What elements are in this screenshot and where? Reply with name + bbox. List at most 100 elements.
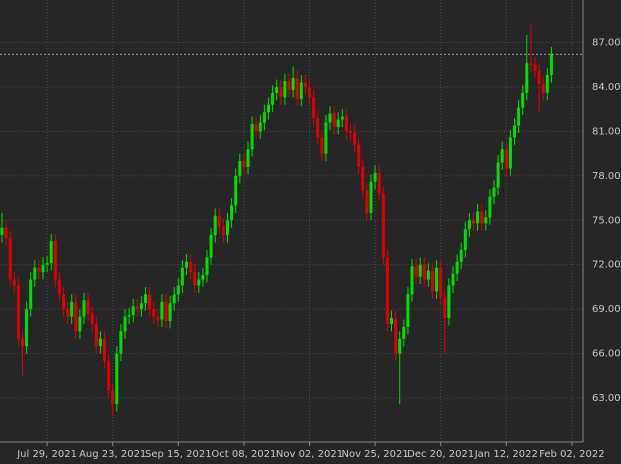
candle-body [431,270,434,292]
candle-body [279,86,283,98]
candle-body [517,107,521,126]
candle-body [242,161,246,167]
candle-body [111,390,115,404]
candle-body [221,226,225,236]
candle-body [541,84,545,93]
candle-body [312,97,316,119]
x-tick-label: Jul 29, 2021 [16,449,77,460]
candle-body [160,301,164,320]
candle-body [472,220,475,224]
candle-body [316,118,320,138]
candle-body [33,267,37,280]
candle-body [492,187,496,197]
candle-body [82,300,86,317]
candle-body [328,113,332,123]
y-tick-label: 87.00 [592,38,621,49]
candle-body [135,306,139,310]
candle-body [148,294,152,310]
candle-body [94,324,98,347]
y-tick-label: 72.00 [592,260,621,271]
candle-body [385,257,389,324]
candle-body [349,131,352,133]
y-tick-label: 78.00 [592,171,621,182]
candle-body [537,70,541,84]
candle-body [320,137,324,154]
candle-body [390,318,393,324]
candle-body [152,309,156,317]
candle-body [201,275,205,280]
candle-body [107,361,111,391]
candle-body [308,86,311,98]
candle-body [119,331,123,354]
candle-body [336,119,340,127]
candle-body [549,54,553,76]
x-tick-label: Nov 25, 2021 [341,449,408,460]
y-tick-label: 69.00 [592,304,621,315]
candle-body [291,78,295,90]
candle-body [238,161,242,176]
candle-body [283,81,287,98]
candle-body [332,113,336,127]
candle-body [49,241,53,264]
candle-body [57,279,61,295]
candle-body [459,249,463,262]
candle-body [521,92,525,108]
candle-body [435,267,439,292]
candle-body [324,122,328,154]
candle-body [197,279,201,286]
candle-body [205,257,209,276]
candle-body [500,149,504,163]
candle-body [533,64,537,71]
candle-body [168,303,172,322]
candle-body [8,238,12,280]
candle-body [226,220,229,236]
candle-body [189,261,193,273]
candle-body [262,112,266,123]
candle-body [115,353,119,404]
candle-body [4,227,8,239]
x-tick-label: Jan 12, 2022 [474,449,538,460]
x-tick-label: Feb 02, 2022 [539,449,604,460]
candle-body [365,190,369,213]
candle-body [418,264,422,277]
candle-body [98,338,102,347]
candle-body [78,316,82,332]
candle-body [381,193,385,258]
candle-body [131,306,135,316]
candle-body [86,300,90,314]
candle-body [275,86,279,93]
candle-body [53,241,57,280]
y-tick-label: 75.00 [592,215,621,226]
candle-body [246,149,250,167]
candle-body [361,166,365,191]
candle-body [217,215,221,227]
candle-body [488,196,492,218]
candle-body [340,116,344,120]
candle-body [480,211,484,224]
candle-body [74,301,78,332]
candle-body [41,264,45,273]
candle-body [373,172,377,182]
candle-body [508,137,512,169]
candle-body [299,82,303,99]
candle-body [303,82,307,87]
candle-body [463,229,467,250]
x-tick-label: Oct 08, 2021 [211,449,276,460]
candle-body [529,63,533,65]
candle-body [377,172,381,194]
x-tick-label: Dec 20, 2021 [407,449,474,460]
x-tick-label: Aug 23, 2021 [79,449,146,460]
candle-body [45,263,49,265]
candle-body [16,285,20,339]
candle-body [271,92,275,105]
y-tick-label: 66.00 [592,349,621,360]
candle-body [295,78,299,99]
candle-body [398,338,402,354]
candle-body [451,273,455,286]
candle-body [525,63,529,93]
candle-body [254,124,258,132]
candle-body [476,211,480,224]
candle-body [344,116,348,132]
candle-body [230,205,234,221]
